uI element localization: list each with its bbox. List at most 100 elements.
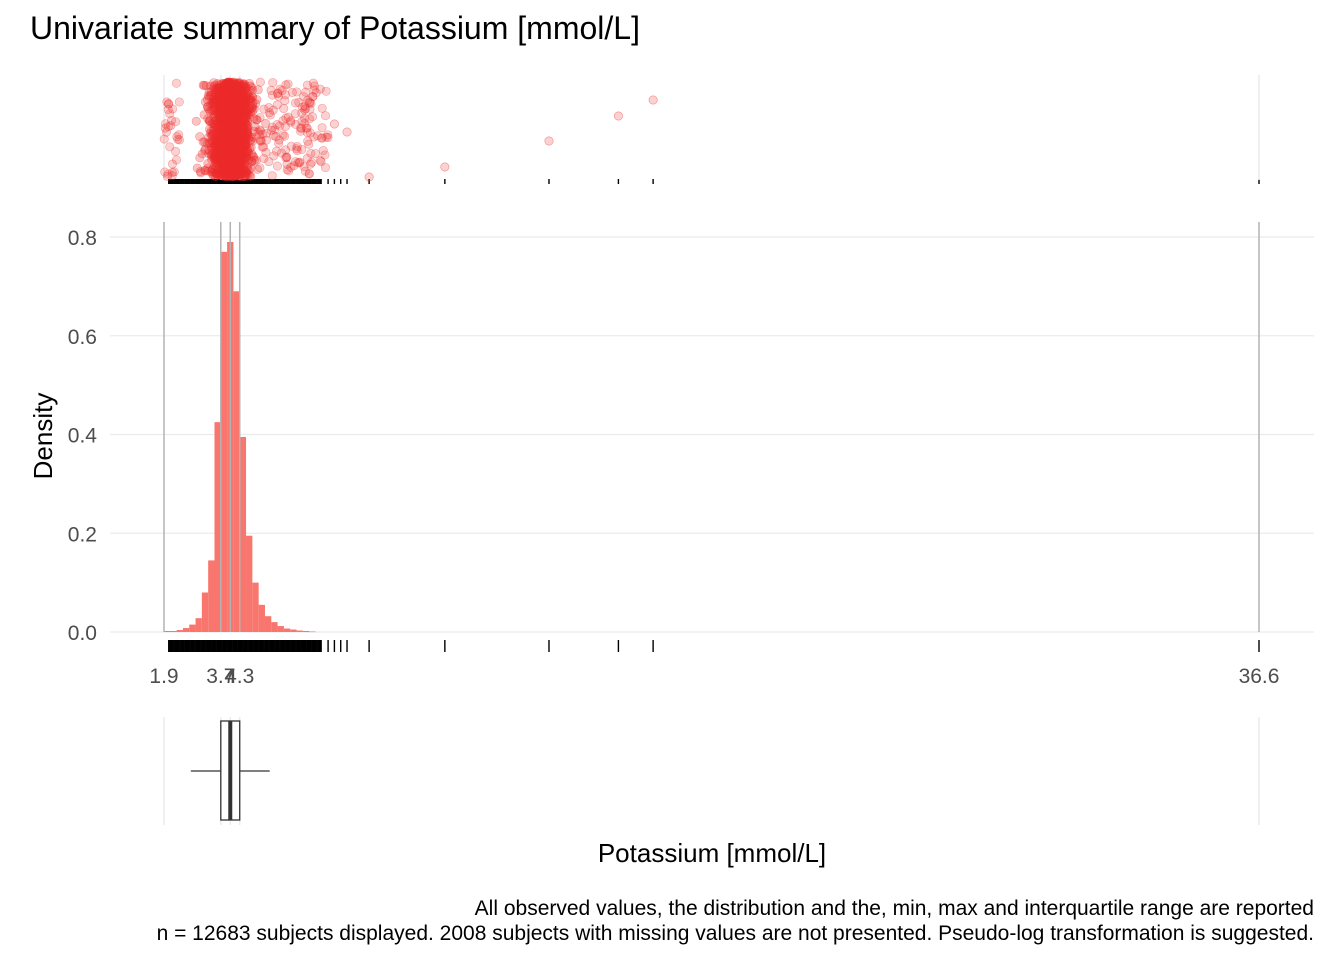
data-point [238,124,248,134]
data-point [234,103,244,113]
data-point [211,141,221,151]
data-point [230,158,240,168]
data-point [165,142,175,152]
data-point [227,96,237,106]
data-point [226,98,236,108]
data-point [235,85,245,95]
data-point [217,126,227,136]
data-point [272,100,282,110]
data-point [222,111,232,121]
data-point [226,147,236,157]
data-point [227,161,237,171]
data-point [212,94,222,104]
data-point [222,129,232,139]
data-point [255,113,265,123]
data-point [229,90,239,100]
data-point [229,82,239,92]
data-point [244,165,254,175]
data-point [231,168,241,178]
data-point [236,160,246,170]
data-point [228,99,238,109]
data-point [220,147,230,157]
data-point [233,108,243,118]
data-point [239,100,249,110]
data-point [292,146,302,156]
data-point [205,116,215,126]
data-point [233,170,243,180]
data-point [236,140,246,150]
data-point [226,80,236,90]
data-point [174,97,184,107]
data-point [225,116,235,126]
data-point [227,129,237,139]
data-point [225,100,235,110]
data-point [218,149,228,159]
data-point [231,162,241,172]
data-point [240,133,250,143]
data-point [233,138,243,148]
data-point [239,94,249,104]
data-point [225,109,235,119]
data-point [233,137,243,147]
data-point [241,98,251,108]
data-point [244,155,254,165]
data-point [306,148,316,158]
data-point [210,121,220,131]
data-point [227,150,237,160]
data-point [206,150,216,160]
data-point [240,129,250,139]
data-point [215,147,225,157]
data-point [290,157,300,167]
data-point [204,138,214,148]
data-point [222,145,232,155]
data-point [316,157,326,167]
data-point [309,132,319,142]
data-point [220,152,230,162]
data-point [221,110,231,120]
data-point [208,138,218,148]
data-point [223,99,233,109]
data-point [227,165,237,175]
data-point [230,83,240,93]
data-point [207,118,217,128]
data-point [230,91,240,101]
data-point [246,163,256,173]
data-point [219,107,229,117]
data-point [222,166,232,176]
data-point [223,108,233,118]
data-point [238,119,248,129]
data-point [227,79,237,89]
data-point [265,110,275,120]
data-point [209,84,219,94]
data-point [223,126,233,136]
data-point [228,128,238,138]
data-point [230,82,240,92]
data-point [221,140,231,150]
data-point [219,90,229,100]
data-point [218,84,228,94]
data-point [216,149,226,159]
data-point [227,161,237,171]
data-point [218,112,228,122]
data-point [249,113,259,123]
data-point [232,90,242,100]
data-point [215,153,225,163]
data-point [232,156,242,166]
data-point [232,144,242,154]
data-point [206,138,216,148]
data-point [238,145,248,155]
data-point [229,81,239,91]
data-point [241,103,251,113]
data-point [227,89,237,99]
data-point [230,124,240,134]
data-point [220,168,230,178]
data-point [198,137,208,147]
data-point [204,145,214,155]
data-point [213,112,223,122]
data-point [239,126,249,136]
data-point [231,124,241,134]
data-point [221,167,231,177]
data-point [171,146,181,156]
data-point [234,89,244,99]
data-point [214,141,224,151]
